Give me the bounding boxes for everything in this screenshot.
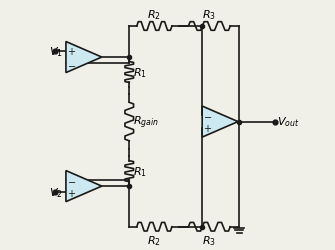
Text: $R_1$: $R_1$ [133, 164, 147, 178]
Text: $V_{out}$: $V_{out}$ [277, 115, 300, 129]
Text: $-$: $-$ [203, 111, 212, 121]
Text: $R_2$: $R_2$ [147, 8, 161, 22]
Text: $R_3$: $R_3$ [202, 234, 216, 247]
Text: $-$: $-$ [67, 59, 76, 69]
Text: +: + [67, 46, 75, 56]
Text: $R_2$: $R_2$ [147, 234, 161, 247]
Text: $-$: $-$ [67, 175, 76, 185]
Text: +: + [203, 124, 211, 134]
Polygon shape [202, 106, 238, 138]
Polygon shape [66, 42, 102, 73]
Text: $R_1$: $R_1$ [133, 66, 147, 80]
Text: $V_2$: $V_2$ [49, 186, 63, 200]
Text: +: + [67, 188, 75, 198]
Text: $R_{gain}$: $R_{gain}$ [133, 114, 159, 130]
Text: $V_1$: $V_1$ [49, 45, 63, 59]
Text: $R_3$: $R_3$ [202, 8, 216, 22]
Polygon shape [66, 171, 102, 202]
